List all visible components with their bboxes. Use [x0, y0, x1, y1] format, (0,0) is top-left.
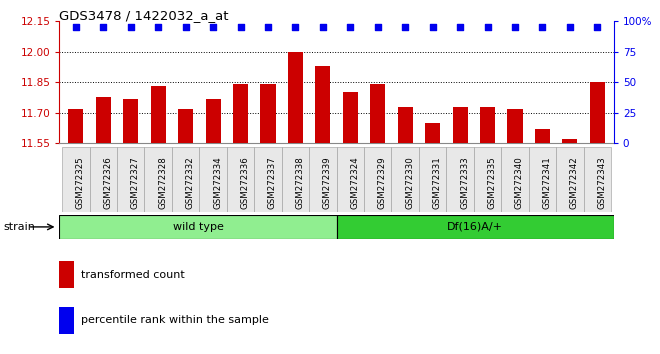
Point — [290, 24, 301, 30]
Bar — [172, 147, 199, 212]
Text: wild type: wild type — [172, 222, 224, 232]
Point — [345, 24, 356, 30]
Text: GSM272340: GSM272340 — [515, 157, 524, 210]
Bar — [502, 147, 529, 212]
Point — [235, 24, 246, 30]
Text: GSM272338: GSM272338 — [296, 157, 304, 210]
Bar — [453, 107, 468, 143]
Bar — [535, 129, 550, 143]
Text: GSM272331: GSM272331 — [433, 157, 442, 210]
Bar — [145, 147, 172, 212]
Bar — [227, 147, 254, 212]
Text: transformed count: transformed count — [81, 269, 185, 280]
Point — [455, 24, 465, 30]
Bar — [590, 82, 605, 143]
Point — [98, 24, 109, 30]
Bar — [282, 147, 309, 212]
Bar — [419, 147, 446, 212]
Bar — [446, 147, 474, 212]
Bar — [508, 109, 523, 143]
Point — [564, 24, 575, 30]
Text: GSM272343: GSM272343 — [597, 157, 607, 210]
Point — [537, 24, 548, 30]
Text: GSM272333: GSM272333 — [460, 157, 469, 210]
Text: GSM272328: GSM272328 — [158, 157, 167, 210]
Point — [71, 24, 81, 30]
Bar — [562, 139, 578, 143]
Text: GSM272325: GSM272325 — [76, 157, 85, 210]
Bar — [583, 147, 611, 212]
Bar — [288, 52, 303, 143]
Text: GSM272336: GSM272336 — [240, 157, 249, 210]
Text: GSM272329: GSM272329 — [378, 157, 387, 209]
Bar — [59, 215, 337, 239]
Bar — [233, 84, 248, 143]
Bar — [90, 147, 117, 212]
Point — [510, 24, 520, 30]
Bar — [199, 147, 227, 212]
Bar — [425, 123, 440, 143]
Bar — [254, 147, 282, 212]
Point — [208, 24, 218, 30]
Point — [428, 24, 438, 30]
Bar — [556, 147, 583, 212]
Bar — [529, 147, 556, 212]
Bar — [123, 99, 139, 143]
Bar — [59, 261, 75, 288]
Bar — [178, 109, 193, 143]
Point — [317, 24, 328, 30]
Point — [400, 24, 411, 30]
Bar — [364, 147, 391, 212]
Text: GSM272342: GSM272342 — [570, 157, 579, 210]
Text: GSM272335: GSM272335 — [488, 157, 496, 210]
Text: GSM272327: GSM272327 — [131, 157, 140, 210]
Text: GSM272330: GSM272330 — [405, 157, 414, 210]
Text: GSM272324: GSM272324 — [350, 157, 359, 210]
Point — [180, 24, 191, 30]
Bar — [343, 92, 358, 143]
Text: GDS3478 / 1422032_a_at: GDS3478 / 1422032_a_at — [59, 9, 229, 22]
Text: percentile rank within the sample: percentile rank within the sample — [81, 315, 269, 325]
Point — [372, 24, 383, 30]
Text: GSM272326: GSM272326 — [104, 157, 112, 210]
Point — [153, 24, 164, 30]
Point — [482, 24, 493, 30]
Text: GSM272337: GSM272337 — [268, 157, 277, 210]
Bar — [398, 107, 412, 143]
Bar — [117, 147, 145, 212]
Bar — [337, 215, 614, 239]
Bar — [59, 307, 75, 334]
Text: Df(16)A/+: Df(16)A/+ — [447, 222, 503, 232]
Bar — [337, 147, 364, 212]
Bar — [315, 66, 331, 143]
Bar — [261, 84, 275, 143]
Bar — [205, 99, 220, 143]
Bar — [69, 109, 83, 143]
Text: GSM272341: GSM272341 — [543, 157, 552, 210]
Point — [125, 24, 136, 30]
Bar — [96, 97, 111, 143]
Bar — [391, 147, 419, 212]
Bar — [474, 147, 502, 212]
Text: GSM272332: GSM272332 — [185, 157, 195, 210]
Bar — [480, 107, 495, 143]
Point — [592, 24, 603, 30]
Text: GSM272334: GSM272334 — [213, 157, 222, 210]
Bar — [150, 86, 166, 143]
Bar — [62, 147, 90, 212]
Text: strain: strain — [3, 222, 35, 232]
Bar — [309, 147, 337, 212]
Point — [263, 24, 273, 30]
Text: GSM272339: GSM272339 — [323, 157, 332, 209]
Bar — [370, 84, 385, 143]
